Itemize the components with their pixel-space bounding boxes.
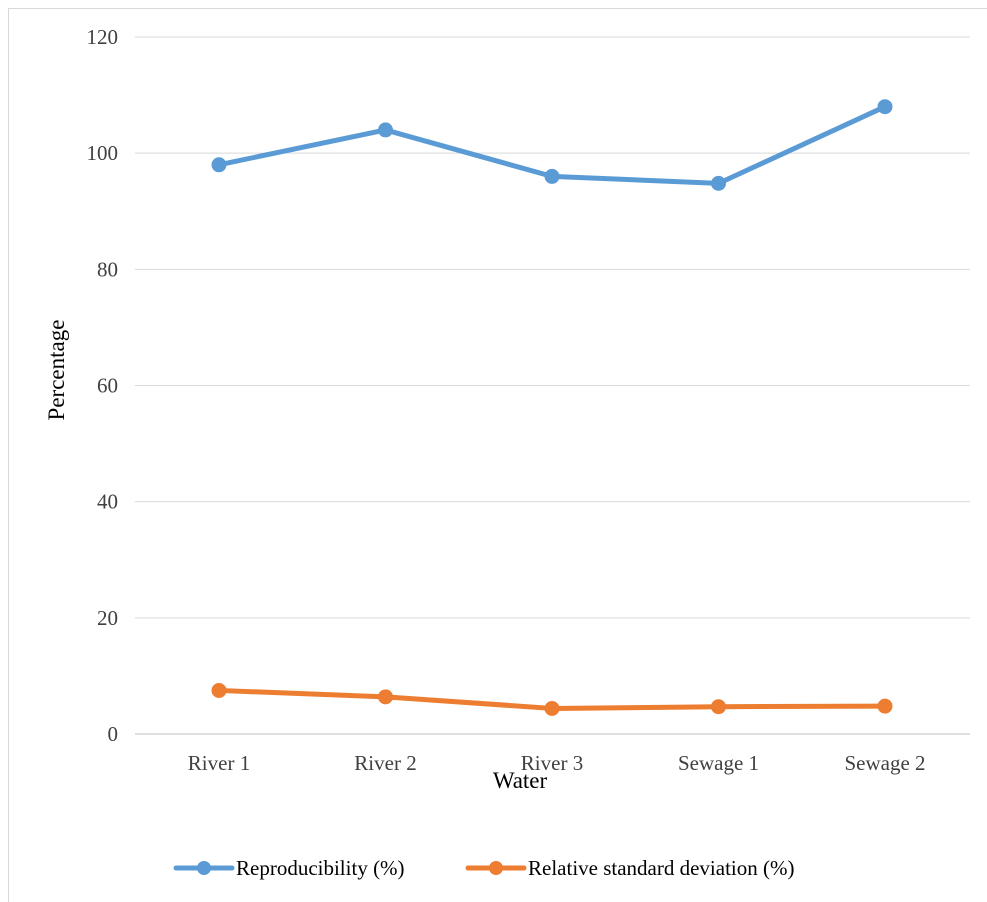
data-point-reproducibility (544, 168, 560, 184)
data-point-reproducibility (877, 99, 893, 115)
y-tick-label: 100 (87, 141, 119, 165)
y-tick-label: 20 (97, 606, 118, 630)
x-axis-tick-labels: River 1 River 2 River 3 Sewage 1 Sewage 2 (188, 751, 926, 775)
legend-item-relative-standard-deviation: Relative standard deviation (%) (465, 856, 795, 880)
legend-swatch-marker (197, 861, 211, 875)
x-tick-label: Sewage 1 (678, 751, 759, 775)
data-point-reproducibility (711, 175, 726, 191)
series-group (211, 99, 893, 716)
y-tick-label: 0 (108, 722, 119, 746)
chart-frame (8, 8, 987, 902)
data-point-relative-standard-deviation (211, 682, 227, 698)
y-tick-label: 120 (87, 25, 119, 49)
gridlines (135, 36, 970, 735)
y-tick-label: 80 (97, 257, 118, 281)
y-axis-title: Percentage (44, 320, 69, 421)
y-tick-label: 60 (97, 374, 118, 398)
legend-label: Reproducibility (%) (236, 856, 405, 880)
legend-swatch-marker (489, 861, 503, 875)
y-tick-label: 40 (97, 490, 118, 514)
y-axis-tick-labels: 0 20 40 60 80 100 120 (87, 25, 119, 746)
data-point-reproducibility (211, 157, 227, 173)
data-point-relative-standard-deviation (711, 699, 726, 715)
x-tick-label: Sewage 2 (844, 751, 925, 775)
x-tick-label: River 3 (521, 751, 583, 775)
data-point-relative-standard-deviation (378, 689, 393, 705)
data-point-reproducibility (378, 122, 393, 138)
x-tick-label: River 2 (354, 751, 416, 775)
data-point-relative-standard-deviation (877, 698, 893, 714)
legend: Reproducibility (%) Relative standard dev… (173, 856, 795, 880)
series-relative-standard-deviation (211, 682, 893, 716)
series-reproducibility (211, 99, 893, 191)
legend-label: Relative standard deviation (%) (528, 856, 795, 880)
x-tick-label: River 1 (188, 751, 250, 775)
x-axis-title: Water (493, 768, 548, 793)
legend-item-reproducibility: Reproducibility (%) (173, 856, 405, 880)
data-point-relative-standard-deviation (544, 700, 560, 716)
